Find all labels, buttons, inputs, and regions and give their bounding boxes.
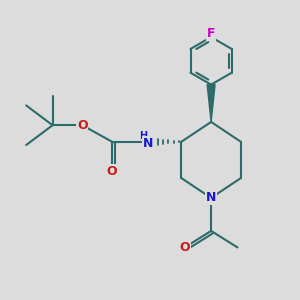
Text: O: O — [77, 119, 88, 132]
Text: O: O — [107, 165, 117, 178]
Text: F: F — [207, 27, 215, 40]
Text: O: O — [179, 241, 190, 254]
Text: N: N — [142, 137, 153, 150]
Polygon shape — [207, 85, 215, 122]
Text: N: N — [206, 191, 216, 204]
Text: H: H — [139, 131, 148, 141]
